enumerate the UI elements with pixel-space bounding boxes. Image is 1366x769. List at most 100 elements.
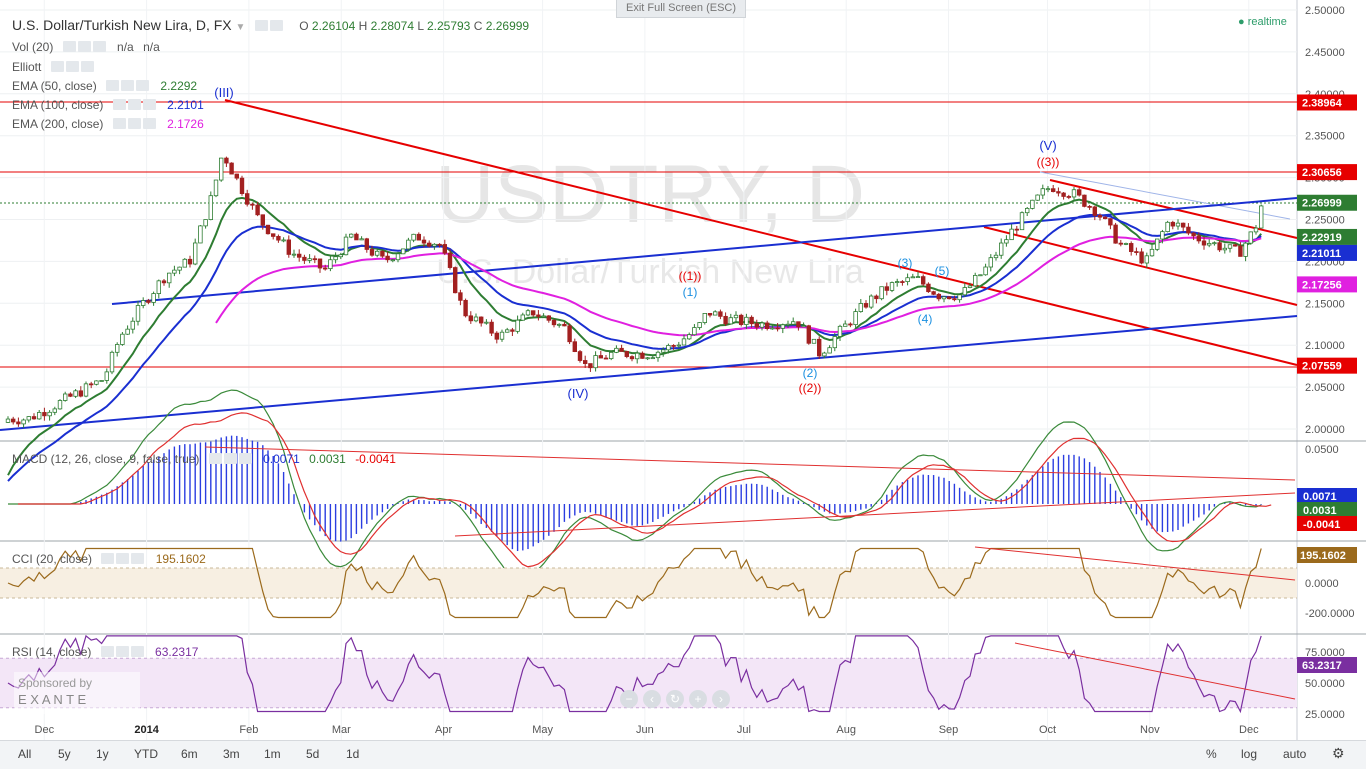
chart-canvas[interactable]: USDTRY, D U.S. Dollar/Turkish New Lira (… (0, 0, 1366, 740)
candle-body (255, 204, 260, 216)
candle-body (515, 319, 520, 332)
ema50-legend-buttons[interactable] (106, 79, 151, 94)
cci-legend-buttons[interactable] (101, 552, 146, 567)
macd-value-text: 0.0031 (1303, 505, 1337, 517)
candle-body (941, 296, 947, 300)
ema100-legend-buttons[interactable] (112, 98, 158, 113)
low-label: L (417, 19, 424, 33)
candle-body (115, 344, 120, 353)
candle-body (1238, 245, 1243, 257)
candle-body (63, 393, 68, 401)
trendline-blue-lower[interactable] (0, 315, 1298, 431)
symbol-title[interactable]: U.S. Dollar/Turkish New Lira, D, FX (12, 17, 232, 33)
symbol-dropdown-icon[interactable]: ▼ (235, 22, 246, 33)
candle-body (1097, 214, 1103, 218)
candle-body (889, 282, 895, 291)
ema50-value: 2.2292 (160, 79, 198, 93)
candle-body (947, 296, 952, 300)
ema100-legend[interactable]: EMA (100, close) 2.2101 (12, 98, 204, 113)
exit-fullscreen-button[interactable]: Exit Full Screen (ESC) (616, 0, 746, 18)
candle-body (416, 233, 421, 241)
reset-button[interactable]: ↻ (666, 690, 684, 708)
macd-value-box (1297, 488, 1357, 503)
candle-body (936, 293, 941, 300)
trendline-red-main[interactable] (224, 99, 1298, 366)
candle-body (458, 292, 463, 301)
ema200-legend[interactable]: EMA (200, close) 2.1726 (12, 117, 204, 132)
candle-body (151, 293, 156, 303)
percent-scale-button[interactable]: % (1206, 747, 1217, 761)
candle-body (177, 266, 182, 271)
macd-legend-buttons[interactable] (208, 452, 254, 467)
range-5d-button[interactable]: 5d (306, 747, 320, 761)
range-1y-button[interactable]: 1y (96, 747, 109, 761)
candle-body (843, 323, 848, 327)
vol-legend[interactable]: Vol (20) n/a n/a (12, 40, 160, 55)
elliott-legend[interactable]: Elliott (12, 60, 96, 75)
trendline-red-channel-low[interactable] (983, 226, 1298, 306)
candle-body (1233, 244, 1238, 247)
scroll-left-button[interactable]: ‹ (643, 690, 661, 708)
macd-value-box (1297, 516, 1357, 531)
range-1m-button[interactable]: 1m (264, 747, 281, 761)
macd-label[interactable]: MACD (12, 26, close, 9, false, true) (12, 452, 200, 466)
cci-label[interactable]: CCI (20, close) (12, 552, 93, 566)
symbol-legend-buttons[interactable] (255, 18, 285, 34)
macd-value-text: -0.0041 (1303, 519, 1340, 531)
macd-legend[interactable]: MACD (12, 26, close, 9, false, true) 0.0… (12, 452, 396, 467)
range-1d-button[interactable]: 1d (346, 747, 360, 761)
price-axis-ticks: 2.000002.050002.100002.150002.200002.250… (1305, 5, 1345, 436)
scroll-right-button[interactable]: › (712, 690, 730, 708)
candle-body (728, 317, 733, 325)
range-all-button[interactable]: All (18, 747, 32, 761)
realtime-indicator: ● realtime (1238, 16, 1287, 28)
elliott-label[interactable]: Elliott (12, 60, 42, 74)
zoom-in-button[interactable]: + (689, 690, 707, 708)
price-tick-label: 2.15000 (1305, 298, 1345, 310)
range-5y-button[interactable]: 5y (58, 747, 71, 761)
price-label-text: 2.22919 (1302, 232, 1342, 244)
candle-body (468, 315, 473, 322)
chart-nav-buttons: − ‹ ↻ + › (620, 690, 735, 708)
candle-body (900, 281, 905, 283)
sponsor-box[interactable]: Sponsored by E X A N T E (14, 672, 140, 714)
ema50-legend[interactable]: EMA (50, close) 2.2292 (12, 79, 197, 94)
log-scale-button[interactable]: log (1241, 747, 1258, 761)
rsi-legend-buttons[interactable] (100, 645, 146, 660)
candle-body (739, 314, 744, 325)
symbol-legend: U.S. Dollar/Turkish New Lira, D, FX ▼ O … (12, 17, 529, 34)
ema200-legend-buttons[interactable] (112, 117, 158, 132)
ema200-label[interactable]: EMA (200, close) (12, 117, 104, 131)
vol-legend-buttons[interactable] (62, 40, 108, 55)
gear-icon[interactable]: ⚙ (1332, 745, 1345, 761)
candle-body (905, 277, 910, 282)
candle-body (863, 303, 869, 308)
auto-scale-button[interactable]: auto (1283, 747, 1307, 761)
candle-body (588, 363, 593, 369)
candle-body (484, 321, 489, 324)
trendline-light-blue[interactable] (1039, 171, 1291, 220)
candle-body (1061, 192, 1066, 197)
zoom-out-button[interactable]: − (620, 690, 638, 708)
rsi-label[interactable]: RSI (14, close) (12, 645, 92, 659)
price-label-box (1297, 94, 1357, 111)
time-tick-label: Dec (35, 724, 55, 736)
ema200-line (215, 235, 1262, 337)
cci-legend[interactable]: CCI (20, close) 195.1602 (12, 552, 206, 567)
rsi-legend[interactable]: RSI (14, close) 63.2317 (12, 645, 198, 660)
cci-line (7, 547, 1262, 619)
price-tick-label: 2.00000 (1305, 424, 1345, 436)
range-ytd-button[interactable]: YTD (134, 747, 158, 761)
sponsor-line1: Sponsored by (18, 676, 93, 690)
candle-body (250, 203, 255, 206)
range-6m-button[interactable]: 6m (181, 747, 198, 761)
candle-body (853, 311, 858, 326)
ema100-label[interactable]: EMA (100, close) (12, 98, 104, 112)
candle-body (993, 254, 999, 259)
ema50-label[interactable]: EMA (50, close) (12, 79, 97, 93)
elliott-legend-buttons[interactable] (50, 60, 96, 75)
vol-label[interactable]: Vol (20) (12, 40, 54, 54)
range-3m-button[interactable]: 3m (223, 747, 240, 761)
ema50-line (7, 196, 1262, 476)
